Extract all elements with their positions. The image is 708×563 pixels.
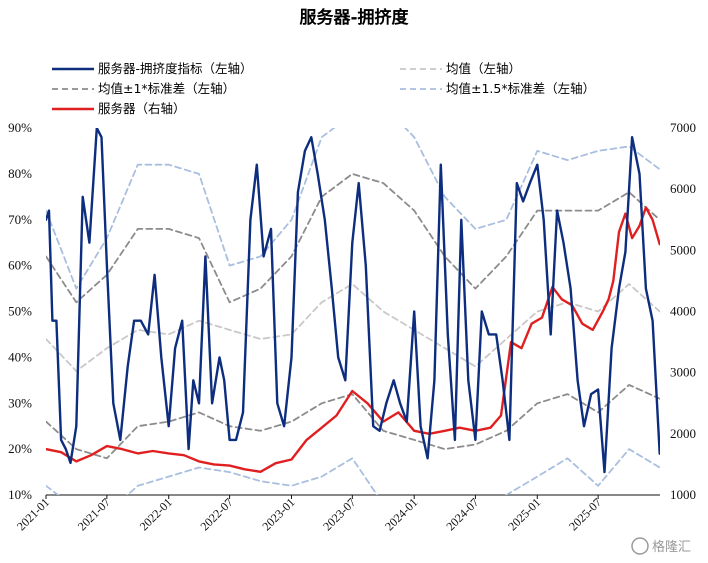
watermark: 格隆汇 — [631, 537, 691, 555]
y-left-tick-label: 60% — [8, 258, 32, 273]
legend: 服务器-拥挤度指标（左轴） 均值（左轴） 均值±1*标准差（左轴） 均值±1.5*标准… — [52, 61, 595, 116]
y-left-tick-label: 20% — [8, 441, 32, 456]
legend-label: 均值±1*标准差（左轴） — [98, 81, 235, 96]
y-left-tick-label: 70% — [8, 212, 32, 227]
y-right-tick-label: 6000 — [670, 181, 696, 196]
x-tick-label: 2025-01 — [505, 495, 543, 533]
legend-label: 服务器（右轴） — [98, 101, 186, 116]
x-tick-label: 2022-01 — [137, 495, 175, 533]
legend-label: 均值±1.5*标准差（左轴） — [446, 81, 595, 96]
series-line-4-lower — [46, 448, 660, 495]
chart-title: 服务器-拥挤度 — [299, 7, 409, 28]
y-left-tick-label: 30% — [8, 395, 32, 410]
y-right-tick-label: 2000 — [670, 426, 696, 441]
y-right-tick-label: 5000 — [670, 242, 696, 257]
series-line-3-lower — [46, 384, 660, 460]
y-right-tick-label: 7000 — [670, 120, 696, 135]
y-left-tick-label: 90% — [8, 120, 32, 135]
series-line-4 — [46, 128, 660, 290]
axes: 10% 20% 30% 40% 50% 60% 70% 80% 90% 1000 2000 3000 4… — [8, 120, 696, 533]
x-tick-label: 2022-07 — [198, 495, 236, 533]
x-tick-label: 2024-01 — [382, 495, 420, 533]
series-line-0 — [46, 128, 660, 474]
x-tick-label: 2023-01 — [259, 495, 297, 533]
y-left-tick-label: 10% — [8, 487, 32, 502]
y-right-tick-label: 1000 — [670, 487, 696, 502]
y-left-tick-label: 40% — [8, 349, 32, 364]
watermark-text: 格隆汇 — [652, 539, 691, 555]
watermark-logo-icon — [631, 537, 649, 555]
y-right-tick-label: 4000 — [670, 304, 696, 319]
x-tick-label: 2024-07 — [443, 495, 481, 533]
x-tick-label: 2021-07 — [75, 495, 113, 533]
y-left-tick-label: 80% — [8, 166, 32, 181]
series-line-2 — [46, 283, 660, 372]
x-tick-label: 2023-07 — [320, 495, 358, 533]
legend-label: 均值（左轴） — [446, 61, 521, 76]
x-tick-label: 2025-07 — [566, 495, 604, 533]
y-right-tick-label: 3000 — [670, 365, 696, 380]
y-left-tick-label: 50% — [8, 304, 32, 319]
legend-label: 服务器-拥挤度指标（左轴） — [98, 61, 253, 76]
series-layer — [46, 128, 660, 495]
